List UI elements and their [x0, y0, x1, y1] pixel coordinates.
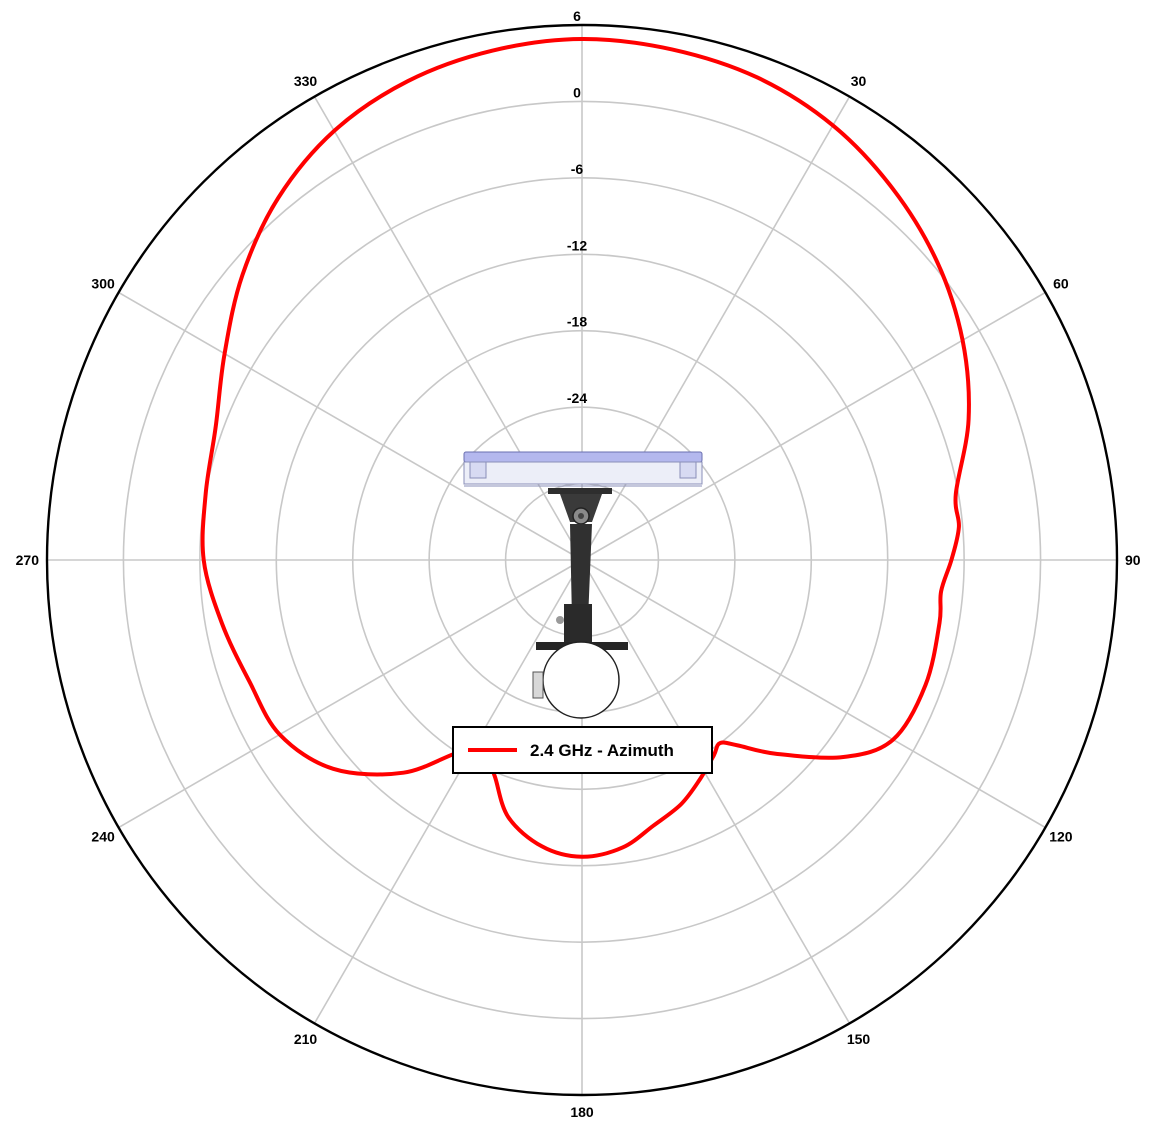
angle-tick-label: 180	[570, 1104, 594, 1120]
angle-tick-label: 150	[847, 1031, 871, 1047]
angle-tick-label: 120	[1049, 829, 1073, 845]
angle-tick-label: 240	[91, 829, 115, 845]
angle-tick-label: 330	[294, 73, 318, 89]
radial-tick-label: 6	[573, 8, 581, 24]
grid-spoke	[118, 559, 583, 829]
radial-tick-label: 0	[573, 84, 581, 100]
radial-tick-label: -12	[567, 237, 587, 253]
grid-spoke	[313, 559, 583, 1024]
grid-spoke	[581, 559, 1046, 829]
grid-spoke	[118, 291, 583, 561]
angular-grid-spokes	[47, 25, 1117, 1095]
angle-tick-label: 300	[91, 276, 115, 292]
grid-spoke	[313, 96, 583, 561]
angle-tick-label: 30	[851, 73, 867, 89]
radial-tick-label: -24	[567, 390, 587, 406]
grid-spoke	[581, 96, 851, 561]
angle-tick-labels: 30 60 90 120 150 180 210 240 270 300 330	[16, 73, 1141, 1120]
grid-spoke	[581, 291, 1046, 561]
angle-tick-label: 60	[1053, 276, 1069, 292]
series-line-2-4ghz-azimuth	[200, 36, 971, 859]
legend-label: 2.4 GHz - Azimuth	[530, 741, 674, 760]
grid-spoke	[581, 559, 851, 1024]
angle-tick-label: 210	[294, 1031, 318, 1047]
outer-boundary-ring	[45, 23, 1119, 1097]
legend: 2.4 GHz - Azimuth	[452, 726, 713, 774]
angle-tick-label: 90	[1125, 552, 1141, 568]
radial-tick-label: -6	[571, 161, 584, 177]
antenna-mount-illustration	[463, 451, 703, 719]
radial-tick-label: -18	[567, 314, 587, 330]
radial-tick-labels: -24 -18 -12 -6 0 6	[567, 8, 587, 406]
angle-tick-label: 270	[16, 552, 40, 568]
